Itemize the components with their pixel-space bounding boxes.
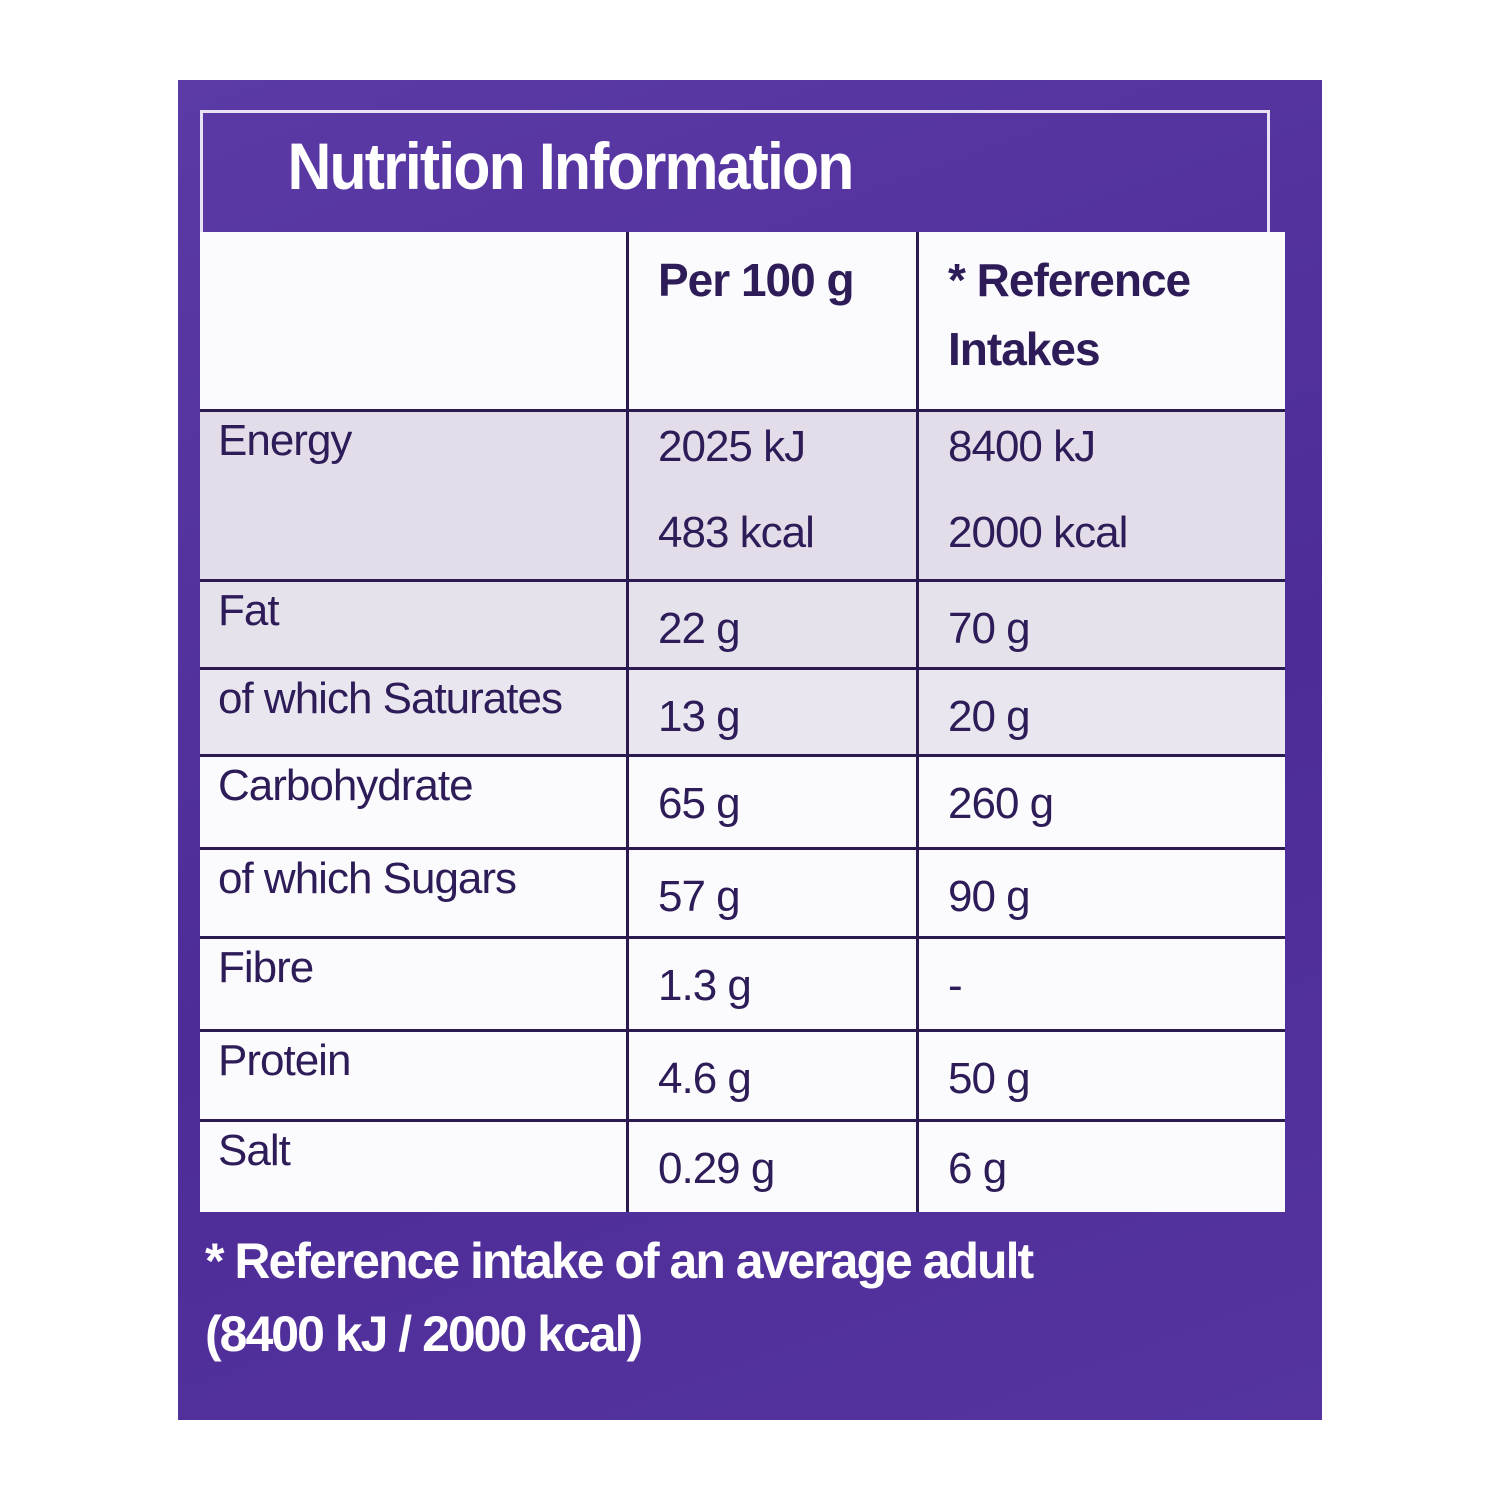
nutrient-name: of which Sugars — [218, 854, 517, 903]
footnote: * Reference intake of an average adult (… — [205, 1225, 1034, 1370]
nutrient-value: 8400 kJ — [948, 422, 1096, 471]
title-bar — [200, 110, 1270, 232]
nutrient-name: Fibre — [218, 943, 314, 992]
row-divider — [200, 847, 1285, 850]
row-divider — [200, 936, 1285, 939]
title: Nutrition Information — [287, 129, 854, 203]
nutrient-value: 260 g — [948, 779, 1054, 828]
nutrient-value: 1.3 g — [658, 961, 752, 1010]
nutrient-value: 90 g — [948, 872, 1031, 921]
nutrient-value: 483 kcal — [658, 508, 815, 557]
nutrient-value: 50 g — [948, 1054, 1031, 1103]
nutrient-value: 0.29 g — [658, 1144, 775, 1193]
nutrient-value: 65 g — [658, 779, 741, 828]
nutrient-name: of which Saturates — [218, 674, 563, 723]
row-shade — [200, 580, 1285, 668]
nutrient-value: 4.6 g — [658, 1054, 752, 1103]
row-divider — [200, 1029, 1285, 1032]
row-shade — [200, 410, 1285, 580]
nutrient-value: 13 g — [658, 692, 741, 741]
nutrient-name: Protein — [218, 1036, 351, 1085]
nutrient-value: 2025 kJ — [658, 422, 806, 471]
nutrient-value: - — [948, 961, 963, 1010]
row-shade — [200, 668, 1285, 755]
column-header: * Reference Intakes — [948, 254, 1191, 375]
nutrient-value: 6 g — [948, 1144, 1007, 1193]
row-divider — [200, 667, 1285, 670]
nutrient-name: Salt — [218, 1126, 291, 1175]
nutrient-name: Carbohydrate — [218, 761, 474, 810]
column-divider — [916, 232, 919, 1212]
nutrition-table: Per 100 g * Reference Intakes Energy 2025 k… — [200, 232, 1285, 1212]
nutrient-value: 22 g — [658, 604, 741, 653]
row-divider — [200, 1119, 1285, 1122]
column-header: Per 100 g — [658, 254, 855, 306]
row-divider — [200, 579, 1285, 582]
nutrient-value: 20 g — [948, 692, 1031, 741]
footnote-line: * Reference intake of an average adult — [205, 1233, 1034, 1289]
nutrient-name: Fat — [218, 586, 280, 635]
column-divider — [626, 232, 629, 1212]
row-divider — [200, 754, 1285, 757]
nutrient-value: 70 g — [948, 604, 1031, 653]
nutrient-value: 2000 kcal — [948, 508, 1128, 557]
footnote-line: (8400 kJ / 2000 kcal) — [205, 1305, 643, 1362]
row-divider — [200, 409, 1285, 412]
nutrient-value: 57 g — [658, 872, 741, 921]
nutrient-name: Energy — [218, 416, 352, 465]
